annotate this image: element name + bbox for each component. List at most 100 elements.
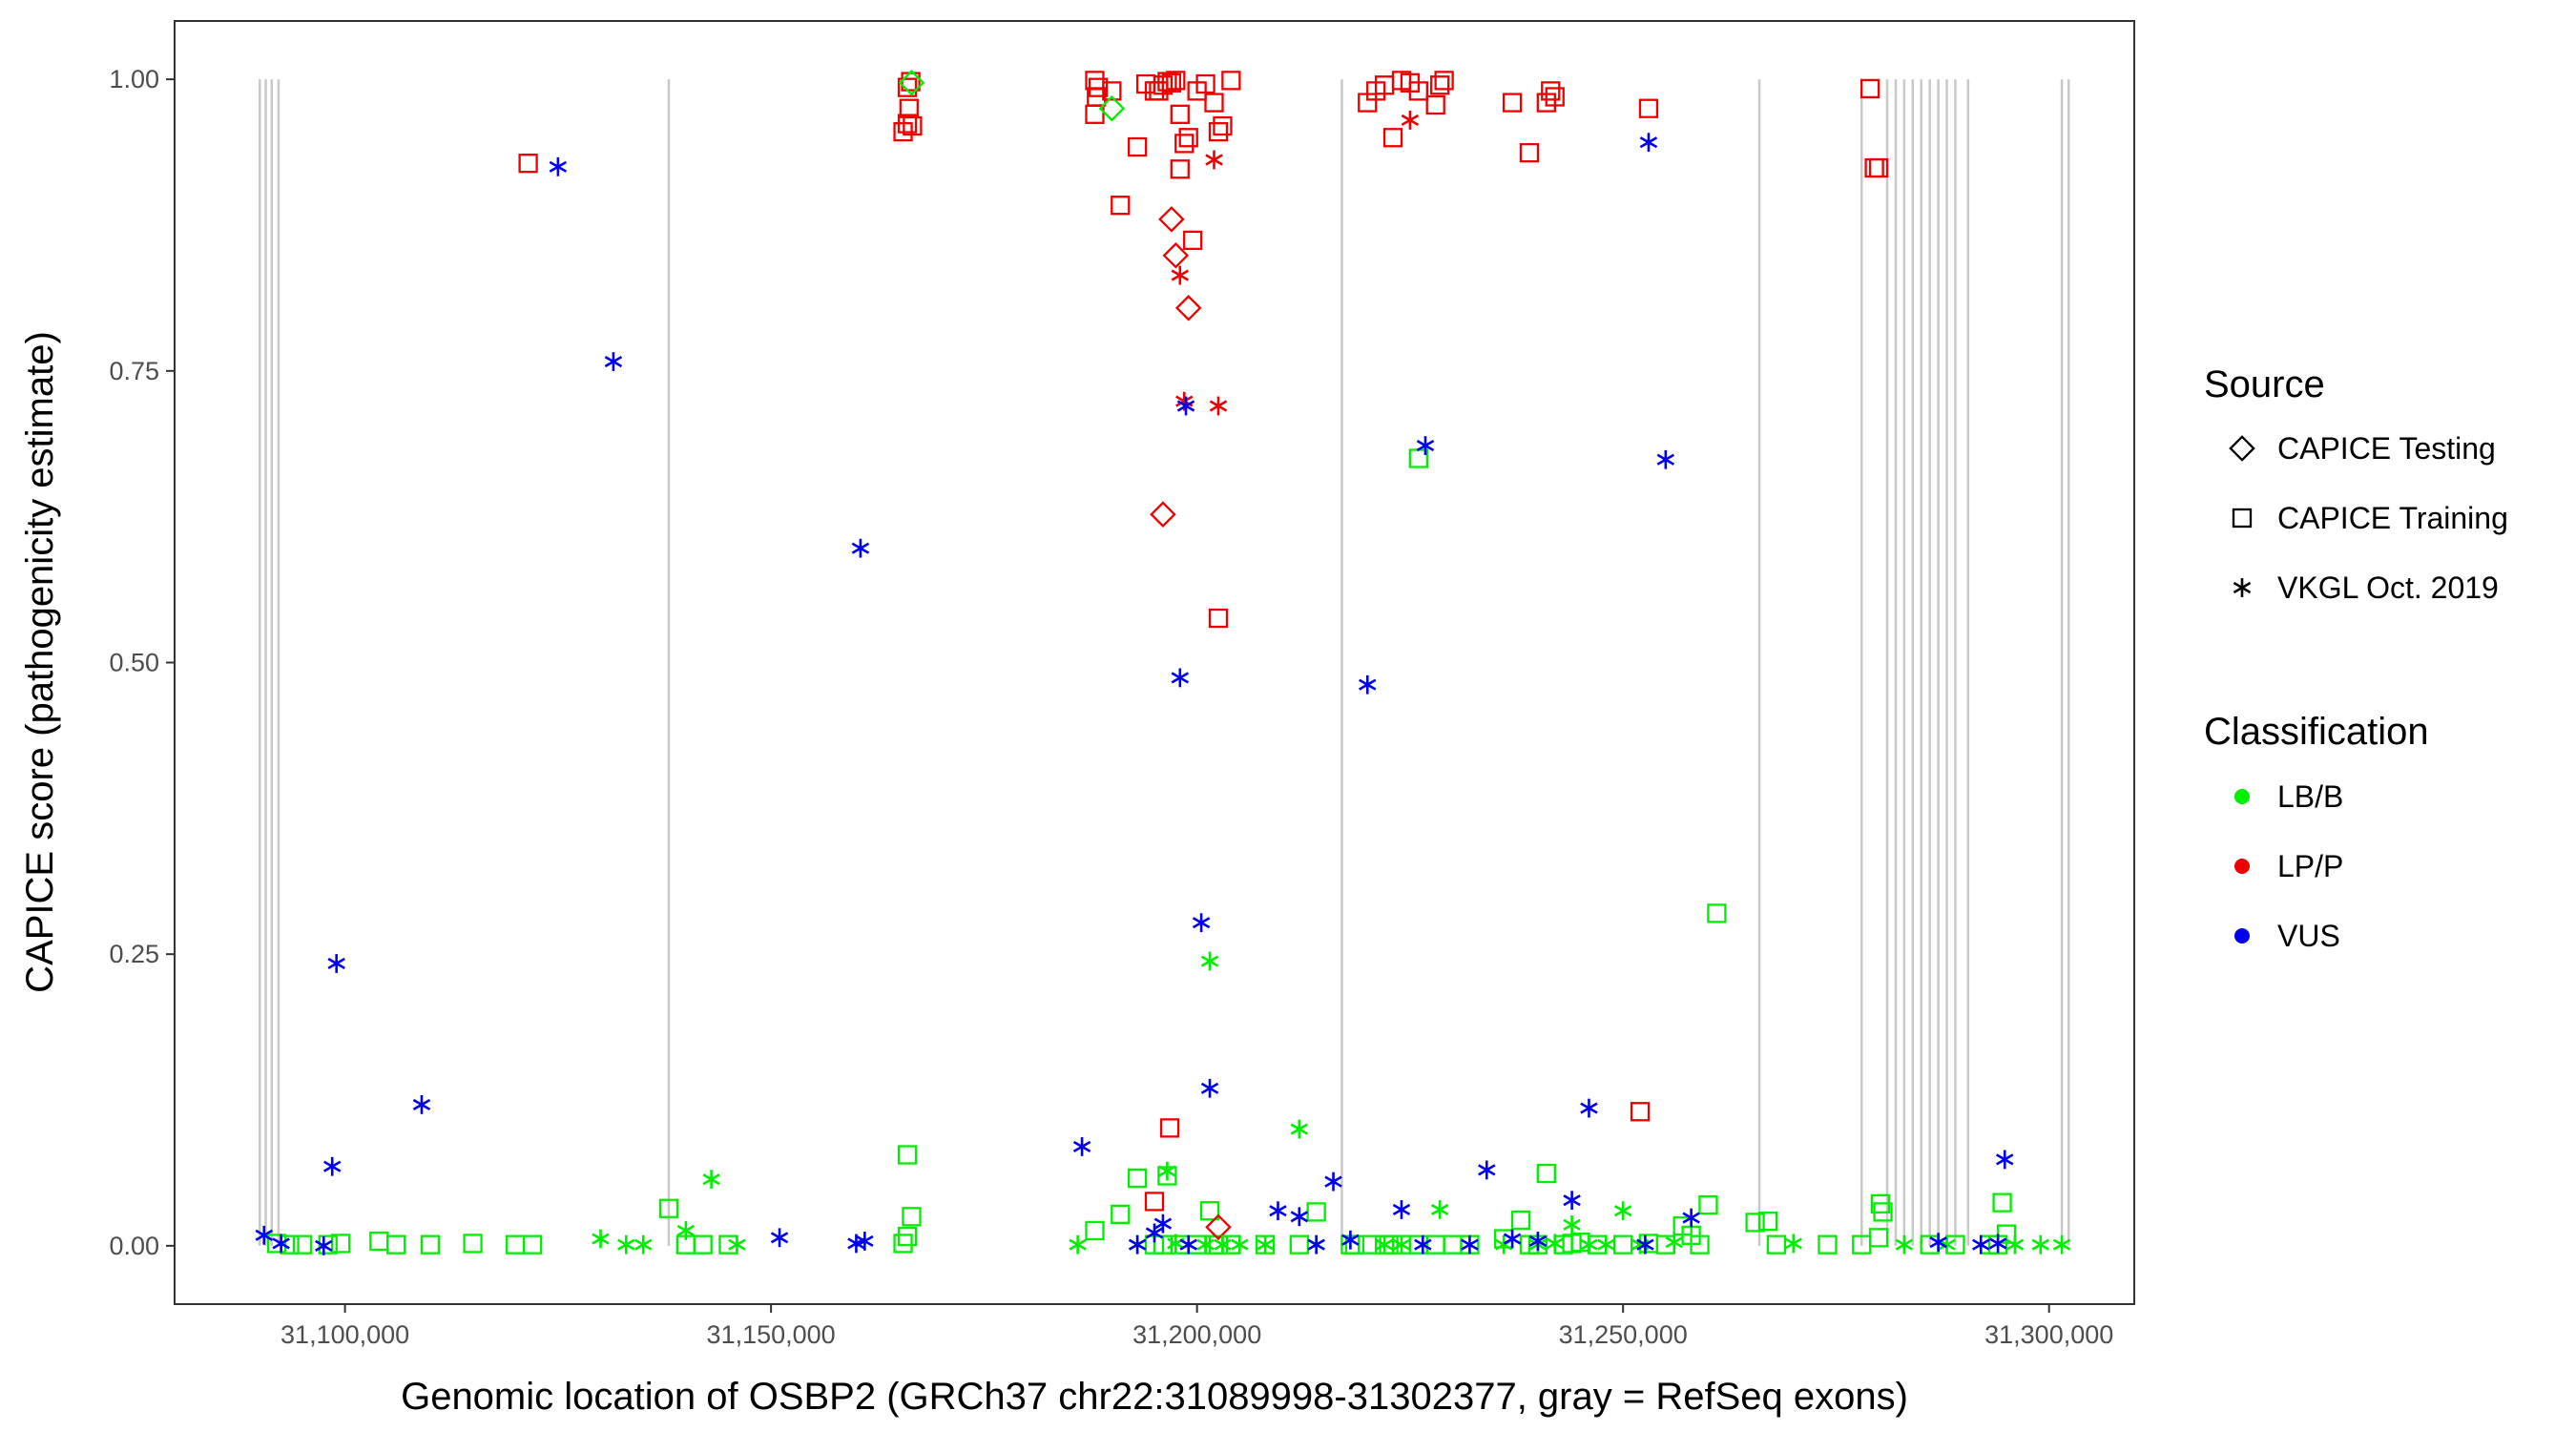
x-axis: 31,100,000 31,150,000 31,200,000 31,250,000…	[280, 1304, 2113, 1349]
data-point	[272, 1234, 290, 1254]
y-tick-label: 0.00	[109, 1232, 159, 1260]
data-point	[1174, 134, 1195, 154]
data-point	[1639, 133, 1658, 153]
data-point	[1392, 1200, 1411, 1219]
data-point	[522, 1234, 543, 1255]
data-point	[1098, 94, 1126, 122]
data-point	[1200, 951, 1219, 971]
data-point	[1290, 1207, 1309, 1227]
legend-key-asterisk	[2233, 578, 2252, 597]
data-point	[1597, 1234, 1615, 1255]
x-tick-label: 31,150,000	[707, 1320, 836, 1349]
data-point	[1895, 1234, 1914, 1255]
data-point	[315, 1235, 333, 1255]
data-point	[634, 1234, 653, 1255]
data-point	[1170, 159, 1190, 179]
data-point	[693, 1234, 713, 1255]
data-point	[676, 1221, 696, 1240]
data-point	[592, 1229, 610, 1249]
data-point	[1290, 1119, 1309, 1139]
data-point	[1519, 143, 1540, 163]
data-point	[1204, 93, 1224, 113]
data-point	[1613, 1201, 1632, 1221]
data-point	[1698, 1194, 1718, 1215]
x-tick-label: 31,200,000	[1132, 1320, 1261, 1349]
data-point	[2052, 1234, 2071, 1255]
data-point	[1200, 1078, 1219, 1098]
data-point	[463, 1234, 483, 1254]
data-point	[1392, 1234, 1411, 1255]
data-point	[1870, 1193, 1891, 1213]
data-point	[1430, 1200, 1449, 1219]
data-point	[1324, 1172, 1342, 1192]
data-point	[1996, 1150, 2014, 1170]
data-point	[1638, 98, 1659, 118]
exon-lines	[259, 79, 2070, 1246]
data-point	[1231, 1234, 1249, 1255]
data-point	[903, 115, 923, 136]
data-point	[856, 1232, 874, 1251]
data-point	[1127, 136, 1148, 157]
legend-key-diamond	[2229, 435, 2255, 462]
y-tick-label: 1.00	[109, 65, 159, 93]
plot-panel-background	[175, 21, 2134, 1304]
data-point	[1636, 1234, 1654, 1255]
data-point	[1929, 1233, 1947, 1253]
legend-key-dot	[2234, 859, 2250, 874]
data-point	[1158, 206, 1185, 233]
data-point	[1088, 77, 1109, 97]
data-point	[1461, 1234, 1479, 1255]
y-axis-title: CAPICE score (pathogenicity estimate)	[19, 331, 61, 993]
data-point	[1256, 1234, 1275, 1255]
data-point	[1209, 396, 1228, 416]
data-point	[1179, 1234, 1197, 1255]
data-point	[617, 1234, 635, 1255]
data-point	[1166, 71, 1186, 91]
data-points	[255, 70, 2071, 1255]
legend-title-source: Source	[2204, 363, 2325, 405]
data-point	[1408, 1234, 1428, 1255]
data-point	[1425, 94, 1445, 115]
data-point	[1503, 1229, 1522, 1249]
data-point	[1111, 1204, 1131, 1224]
data-point	[1144, 1192, 1165, 1212]
data-point	[1478, 1160, 1496, 1180]
data-point	[1860, 78, 1880, 99]
data-point	[1176, 396, 1195, 416]
data-point	[1158, 1161, 1176, 1181]
data-point	[1757, 1212, 1778, 1232]
data-point	[1205, 150, 1223, 170]
data-point	[897, 1145, 918, 1165]
data-point	[1546, 1234, 1564, 1254]
data-point	[1745, 1213, 1765, 1233]
data-point	[1196, 1234, 1215, 1255]
legend-key-dot	[2234, 928, 2250, 944]
data-point	[1289, 1234, 1309, 1255]
data-point	[1178, 128, 1198, 148]
data-point	[898, 70, 925, 96]
data-point	[1102, 81, 1122, 101]
data-point	[1150, 501, 1176, 528]
legend-title-classification: Classification	[2204, 711, 2429, 753]
data-point	[897, 77, 918, 97]
data-point	[1690, 1234, 1710, 1255]
legend-label-classification: LB/B	[2277, 779, 2343, 814]
data-point	[1145, 1223, 1164, 1243]
data-point	[1153, 1213, 1173, 1234]
data-point	[728, 1234, 746, 1255]
legend-key-dot	[2234, 789, 2250, 804]
data-point	[267, 1234, 287, 1254]
data-point	[1379, 1234, 1399, 1255]
data-point	[1359, 674, 1377, 695]
legend-label-source: CAPICE Training	[2277, 501, 2508, 535]
data-point	[1306, 1202, 1326, 1222]
data-point	[893, 1234, 913, 1254]
data-point	[702, 1170, 720, 1190]
data-point	[1183, 230, 1203, 251]
data-point	[1174, 295, 1202, 321]
data-point	[412, 1095, 431, 1114]
x-axis-title: Genomic location of OSBP2 (GRCh37 chr22:…	[401, 1376, 1908, 1418]
data-point	[1972, 1234, 1990, 1255]
data-point	[1208, 1234, 1229, 1255]
